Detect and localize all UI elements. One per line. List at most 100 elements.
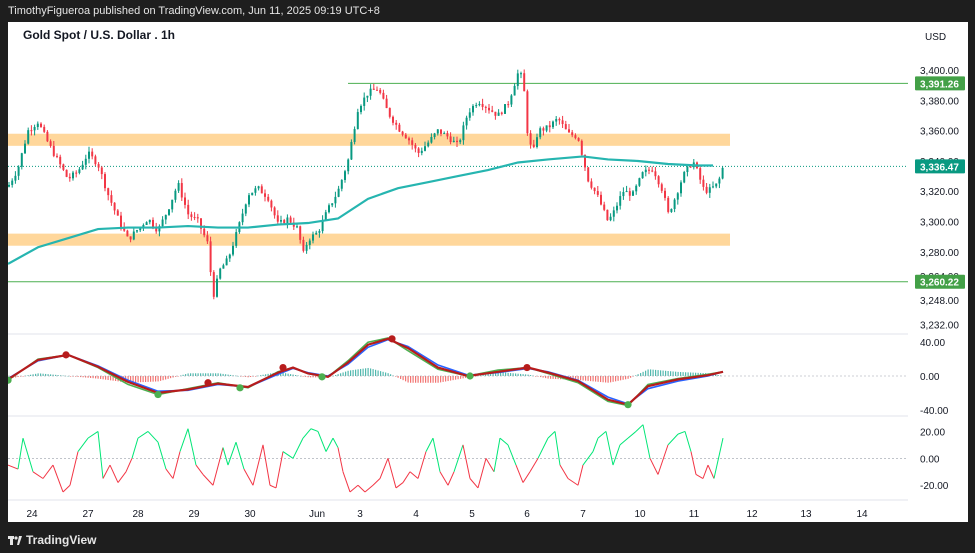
candle-body xyxy=(152,219,154,227)
oscillator-segment xyxy=(417,451,427,479)
candle-body xyxy=(24,143,26,154)
candle-body xyxy=(161,219,164,227)
histogram-bar xyxy=(432,376,434,383)
histogram-bar xyxy=(57,375,59,376)
histogram-bar xyxy=(382,371,384,376)
candle-body xyxy=(539,128,542,138)
candle-body xyxy=(574,135,577,139)
candle-body xyxy=(558,118,561,121)
candle-body xyxy=(216,278,218,297)
cross-dot xyxy=(318,373,326,381)
histogram-bar xyxy=(582,376,584,381)
candle-body xyxy=(315,232,318,235)
histogram-bar xyxy=(217,373,219,376)
candle-body xyxy=(660,184,663,191)
histogram-bar xyxy=(545,376,547,379)
candle-body xyxy=(526,91,529,134)
histogram-bar xyxy=(515,373,517,376)
histogram-bar xyxy=(377,370,379,376)
candle-body xyxy=(430,136,433,143)
cross-dot xyxy=(388,335,396,343)
price-zone xyxy=(8,133,730,146)
histogram-bar xyxy=(362,368,364,376)
chart-title: Gold Spot / U.S. Dollar . 1h xyxy=(23,28,175,42)
oscillator-segment xyxy=(310,428,319,432)
candle-body xyxy=(497,112,500,116)
candle-body xyxy=(689,166,692,168)
histogram-bar xyxy=(530,375,532,376)
oscillator-segment xyxy=(515,464,524,483)
candle-body xyxy=(417,148,420,153)
candle-body xyxy=(225,258,228,266)
candle-body xyxy=(609,216,612,221)
histogram-bar xyxy=(207,373,209,376)
candle-body xyxy=(276,215,279,222)
histogram-bar xyxy=(422,376,424,383)
candle-body xyxy=(228,254,231,259)
histogram-bar xyxy=(282,372,284,376)
price-tick-label: 3,232.00 xyxy=(920,320,959,331)
candle-body xyxy=(180,183,183,198)
histogram-bar xyxy=(350,370,352,376)
candle-body xyxy=(244,204,247,214)
histogram-bar xyxy=(445,376,447,382)
histogram-bar xyxy=(130,376,132,383)
histogram-bar xyxy=(500,372,502,376)
histogram-bar xyxy=(292,374,294,376)
histogram-bar xyxy=(317,376,319,378)
histogram-bar xyxy=(385,372,387,376)
candle-body xyxy=(196,217,199,219)
candle-body xyxy=(616,205,618,211)
candle-body xyxy=(20,153,23,167)
histogram-bar xyxy=(675,371,677,376)
oscillator-segment xyxy=(605,431,614,466)
histogram-bar xyxy=(442,376,444,382)
chart-area[interactable]: Gold Spot / U.S. Dollar . 1h USD 3,400.0… xyxy=(4,22,968,522)
histogram-bar xyxy=(170,376,172,379)
histogram-bar xyxy=(132,376,134,383)
histogram-bar xyxy=(15,376,17,378)
oscillator-segment xyxy=(667,433,679,446)
histogram-bar xyxy=(640,373,642,376)
oscillator-segment xyxy=(87,431,99,439)
cross-dot xyxy=(466,372,474,380)
oscillator-segment xyxy=(592,437,599,452)
histogram-bar xyxy=(290,374,292,376)
histogram-bar xyxy=(255,376,257,377)
histogram-bar xyxy=(692,372,694,376)
candle-body xyxy=(641,172,644,179)
candle-body xyxy=(552,121,554,128)
oscillator-segment xyxy=(62,484,71,493)
histogram-bar xyxy=(395,376,397,377)
histogram-bar xyxy=(592,376,594,382)
histogram-bar xyxy=(77,376,79,377)
histogram-bar xyxy=(267,373,269,376)
candle-body xyxy=(158,226,161,232)
chart-svg[interactable]: Gold Spot / U.S. Dollar . 1h USD 3,400.0… xyxy=(4,22,968,522)
candle-body xyxy=(52,145,55,156)
time-tick-label: 7 xyxy=(580,509,586,520)
histogram-bar xyxy=(315,376,317,378)
oscillator-segment xyxy=(364,484,374,493)
histogram-bar xyxy=(477,375,479,377)
histogram-bar xyxy=(307,376,309,378)
oscillator-segment xyxy=(554,431,561,466)
histogram-bar xyxy=(37,373,39,376)
histogram-bar xyxy=(115,376,117,381)
candle-body xyxy=(516,73,519,86)
histogram-bar xyxy=(380,371,382,376)
candlestick-series xyxy=(8,69,724,300)
histogram-bar xyxy=(615,376,617,382)
candle-body xyxy=(27,130,30,144)
candle-body xyxy=(651,170,654,172)
candle-body xyxy=(184,197,186,205)
histogram-bar xyxy=(155,376,157,382)
histogram-bar xyxy=(262,374,264,376)
oscillator-segment xyxy=(372,478,381,486)
histogram-bar xyxy=(425,376,427,383)
candle-body xyxy=(65,169,68,177)
candle-body xyxy=(126,230,129,237)
histogram-bar xyxy=(657,370,659,376)
oscillator-segment xyxy=(529,458,539,473)
histogram-bar xyxy=(147,376,149,382)
